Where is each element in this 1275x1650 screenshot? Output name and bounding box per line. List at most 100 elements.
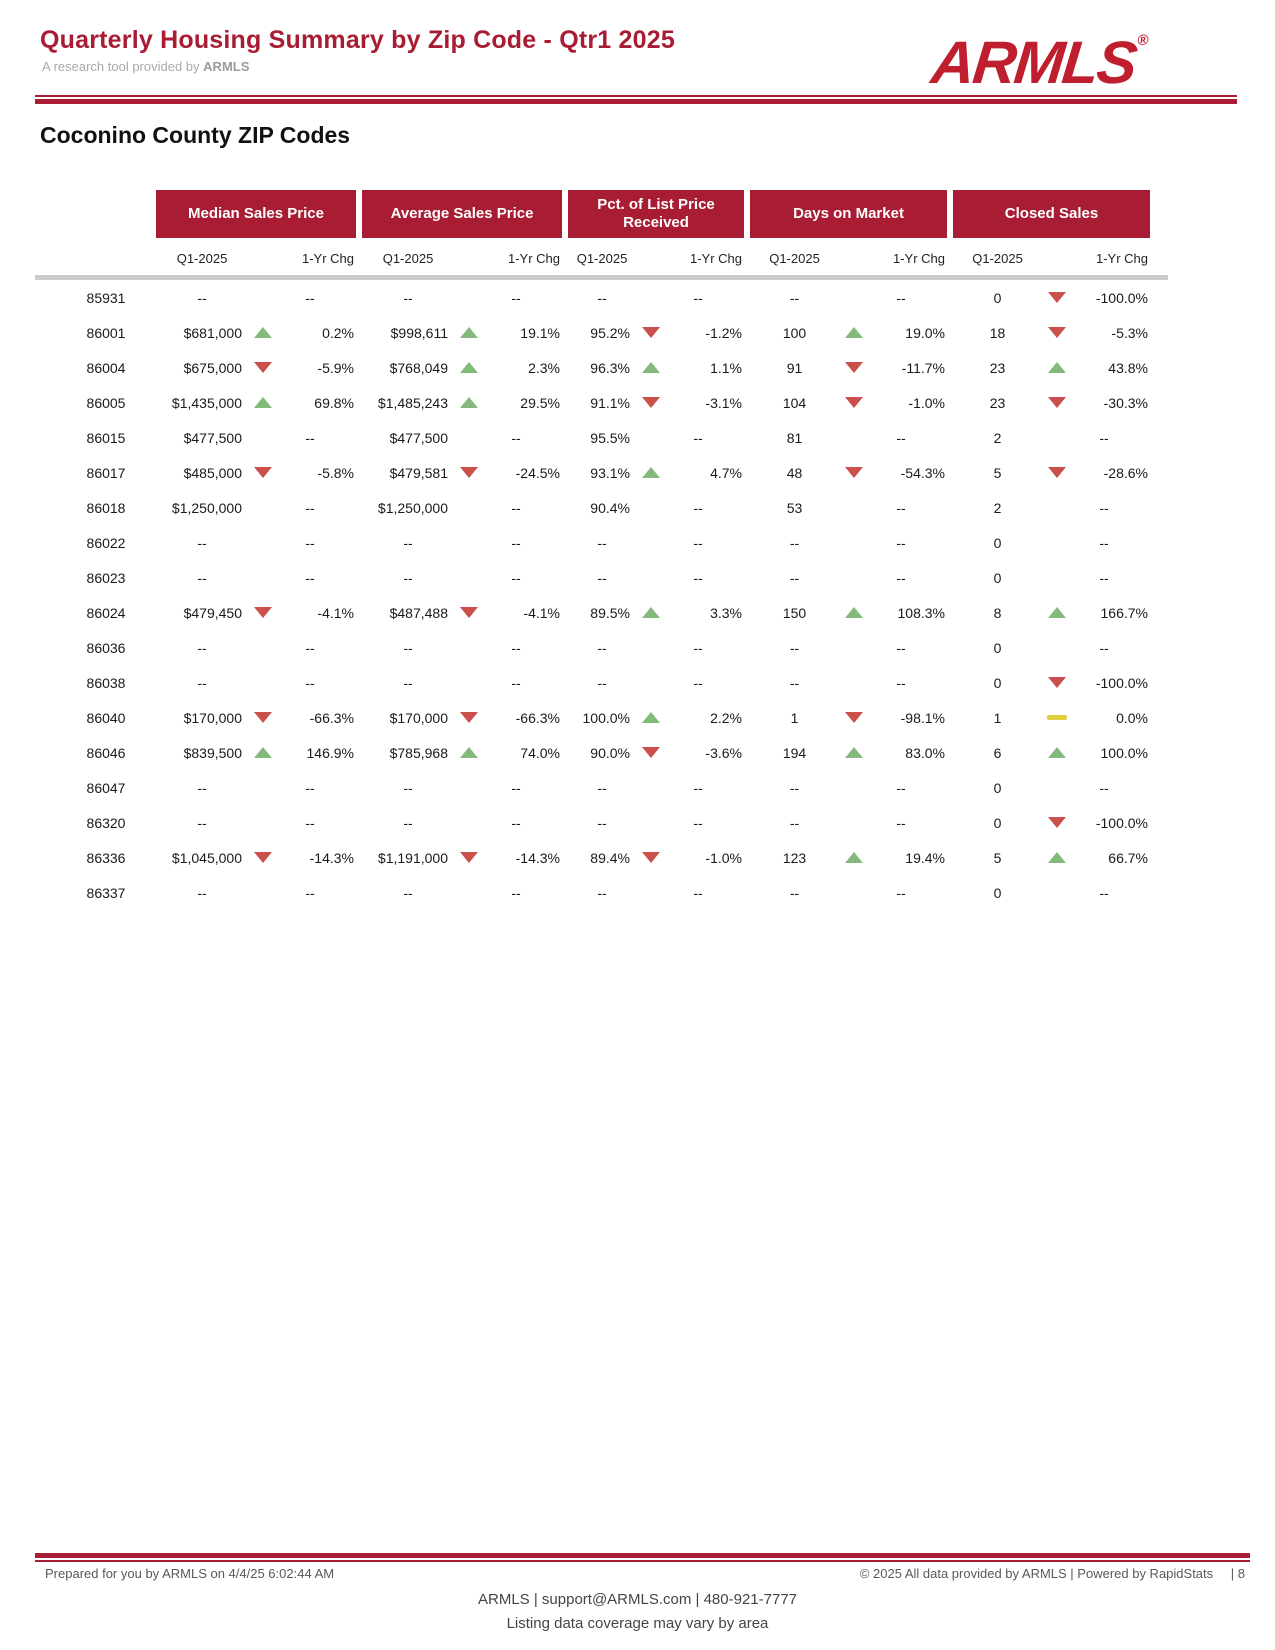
header-divider [35, 95, 1237, 104]
down-arrow-icon [845, 397, 863, 408]
change-indicator [839, 852, 869, 863]
metric-value: 6 [993, 744, 1002, 761]
metric-value: 0 [993, 569, 1002, 586]
metric-change: -- [1099, 534, 1109, 551]
change-indicator [248, 747, 278, 758]
metric-cell: 6 100.0% [953, 735, 1150, 770]
metric-change: -- [693, 569, 703, 586]
zip-code: 86022 [86, 534, 126, 551]
metric-value: 91.1% [590, 394, 630, 411]
change-indicator [636, 467, 666, 478]
table-row: 86018 $1,250,000 -- $1,250,000 -- 90.4% -- 53 --… [62, 490, 1162, 525]
change-indicator [454, 852, 484, 863]
metric-cell: 100.0% 2.2% [568, 700, 744, 735]
metric-change: 19.0% [905, 324, 945, 341]
down-arrow-icon [642, 852, 660, 863]
metric-cell: -- -- [362, 630, 562, 665]
change-indicator [636, 852, 666, 863]
up-arrow-icon [1048, 362, 1066, 373]
metric-value: -- [197, 569, 207, 586]
metric-change: -3.6% [705, 744, 742, 761]
column-group-closed-sales: Closed Sales [953, 190, 1150, 238]
metric-change: 69.8% [314, 394, 354, 411]
table-subheader-row: Q1-2025 1-Yr Chg Q1-2025 1-Yr Chg Q1-202… [62, 244, 1162, 272]
metric-cell: -- -- [362, 560, 562, 595]
metric-change: -66.3% [309, 709, 354, 726]
metric-change: -- [693, 639, 703, 656]
metric-cell: 95.2% -1.2% [568, 315, 744, 350]
metric-cell: 0 -- [953, 630, 1150, 665]
metric-cell: 150 108.3% [750, 595, 947, 630]
metric-cell: -- -- [750, 770, 947, 805]
metric-change: -4.1% [317, 604, 354, 621]
metric-value: -- [597, 569, 607, 586]
column-group-average-sales-price: Average Sales Price [362, 190, 562, 238]
metric-cell: 81 -- [750, 420, 947, 455]
metric-change: 19.1% [520, 324, 560, 341]
metric-cell: -- -- [750, 805, 947, 840]
metric-change: -- [693, 884, 703, 901]
divider-line [35, 1560, 1250, 1562]
down-arrow-icon [460, 852, 478, 863]
change-indicator [839, 747, 869, 758]
change-indicator [1042, 327, 1072, 338]
metric-cell: 0 -100.0% [953, 805, 1150, 840]
metric-value: 1 [993, 709, 1002, 726]
metric-cell: $1,435,000 69.8% [156, 385, 356, 420]
change-indicator [839, 607, 869, 618]
metric-cell: 0 -- [953, 875, 1150, 910]
metric-change: -- [511, 814, 521, 831]
footer-coverage-text: Listing data coverage may vary by area [506, 1615, 769, 1632]
metric-value: -- [197, 884, 207, 901]
page-title: Quarterly Housing Summary by Zip Code - … [40, 26, 675, 54]
metric-cell: 2 -- [953, 490, 1150, 525]
metric-value: -- [597, 534, 607, 551]
down-arrow-icon [254, 362, 272, 373]
change-indicator [636, 362, 666, 373]
subheader-cell: Q1-2025 1-Yr Chg [750, 244, 947, 272]
table-body: 85931 -- -- -- -- -- -- -- -- 0 -100.0% 86001 $681,0… [62, 280, 1162, 910]
metric-cell: 0 -- [953, 525, 1150, 560]
metric-change: -- [511, 499, 521, 516]
metric-cell: -- -- [750, 560, 947, 595]
metric-change: -- [511, 779, 521, 796]
metric-cell: -- -- [156, 560, 356, 595]
metric-cell: 5 -28.6% [953, 455, 1150, 490]
metric-value: -- [789, 814, 800, 831]
metric-cell: 89.5% 3.3% [568, 595, 744, 630]
metric-value: 0 [993, 639, 1002, 656]
metric-value: -- [403, 569, 413, 586]
zip-code: 85931 [86, 289, 126, 306]
metric-value: $1,250,000 [171, 499, 242, 516]
table-row: 86015 $477,500 -- $477,500 -- 95.5% -- 81 -- 2 -- [62, 420, 1162, 455]
metric-value: 91 [786, 359, 803, 376]
metric-change: -- [1099, 639, 1109, 656]
change-indicator [248, 852, 278, 863]
metric-value: $998,611 [390, 324, 448, 341]
metric-cell: $170,000 -66.3% [156, 700, 356, 735]
column-group-median-sales-price: Median Sales Price [156, 190, 356, 238]
change-indicator [839, 362, 869, 373]
metric-value: -- [403, 289, 413, 306]
metric-change: 0.0% [1116, 709, 1148, 726]
metric-change: 4.7% [710, 464, 742, 481]
metric-cell: 104 -1.0% [750, 385, 947, 420]
down-arrow-icon [642, 327, 660, 338]
metric-change: -- [896, 534, 906, 551]
down-arrow-icon [460, 467, 478, 478]
change-indicator [636, 397, 666, 408]
metric-value: -- [789, 534, 800, 551]
metric-value: $768,049 [389, 359, 448, 376]
change-indicator [454, 397, 484, 408]
down-arrow-icon [254, 712, 272, 723]
column-group-days-on-market: Days on Market [750, 190, 947, 238]
table-row: 86017 $485,000 -5.8% $479,581 -24.5% 93.1% 4.7… [62, 455, 1162, 490]
table-row: 86023 -- -- -- -- -- -- -- -- 0 -- [62, 560, 1162, 595]
subheader-cell: Q1-2025 1-Yr Chg [156, 244, 356, 272]
change-indicator [454, 607, 484, 618]
metric-cell: -- -- [568, 665, 744, 700]
metric-change: -- [1099, 779, 1109, 796]
metric-change: 146.9% [306, 744, 354, 761]
metric-cell: 53 -- [750, 490, 947, 525]
